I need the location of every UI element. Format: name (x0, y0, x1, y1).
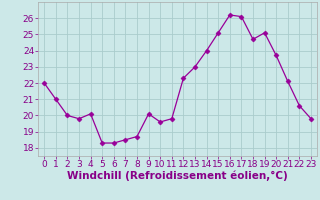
X-axis label: Windchill (Refroidissement éolien,°C): Windchill (Refroidissement éolien,°C) (67, 171, 288, 181)
